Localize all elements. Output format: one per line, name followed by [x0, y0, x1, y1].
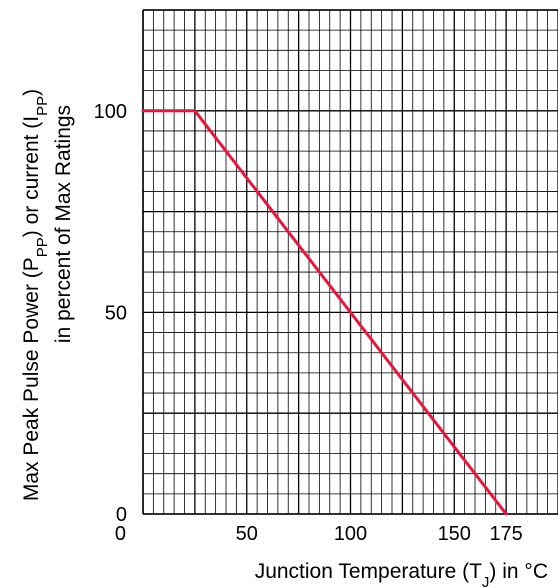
y-tick-label: 50 [105, 302, 127, 324]
x-tick-label: 150 [438, 523, 471, 545]
series-line-1 [141, 109, 508, 516]
y-axis-label-s1: PP [34, 237, 51, 257]
x-tick-labels: 0 50 100 150 175 [115, 523, 523, 545]
x-axis-label-tail: ) in °C [489, 560, 548, 583]
y-tick-labels: 0 50 100 [94, 101, 127, 526]
y-axis-label-p1: Max Peak Pulse Power (P [20, 257, 43, 501]
y-tick-label: 100 [94, 101, 127, 123]
y-axis-label-p2: ) or current (I [20, 116, 43, 237]
y-tick-label: 0 [116, 504, 127, 526]
y-axis-label-line1: Max Peak Pulse Power (PPP) or current (I… [20, 89, 51, 501]
y-axis-label-p3: ) [20, 89, 43, 96]
x-axis-label: Junction Temperature (TJ) in °C [255, 560, 548, 587]
x-tick-label: 0 [115, 523, 126, 545]
y-axis-label-line2: in percent of Max Ratings [52, 105, 75, 343]
x-tick-label: 175 [489, 523, 522, 545]
x-tick-label: 100 [334, 523, 367, 545]
grid [142, 9, 558, 515]
x-tick-label: 50 [236, 523, 258, 545]
series-layer [141, 109, 508, 516]
x-axis-label-sub: J [482, 574, 490, 587]
y-axis-label-s2: PP [34, 96, 51, 116]
x-axis-label-main: Junction Temperature (T [255, 560, 482, 583]
